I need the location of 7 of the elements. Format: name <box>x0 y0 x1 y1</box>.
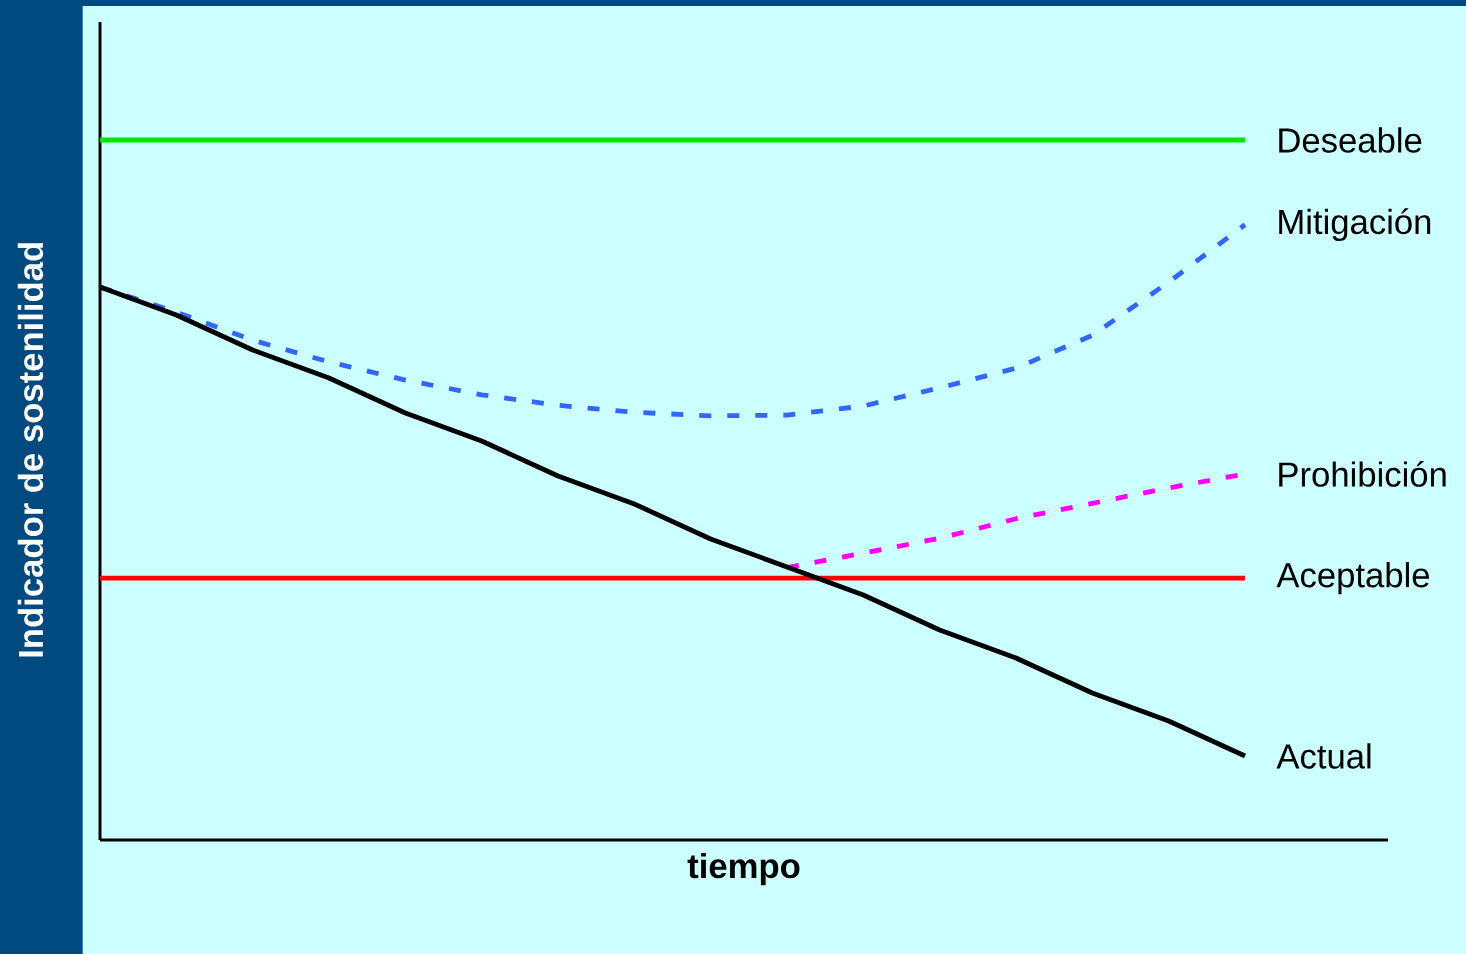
series-label: Deseable <box>1279 127 1422 153</box>
y-axis-title: Indicador de sostenilidad <box>17 243 44 657</box>
series-label: Mitigación <box>1279 208 1431 242</box>
series-label: Actual <box>1276 743 1371 769</box>
series-label: Aceptable <box>1276 562 1430 595</box>
series-label: Prohibición <box>1279 460 1446 487</box>
x-axis-title: tiempo <box>687 852 800 886</box>
